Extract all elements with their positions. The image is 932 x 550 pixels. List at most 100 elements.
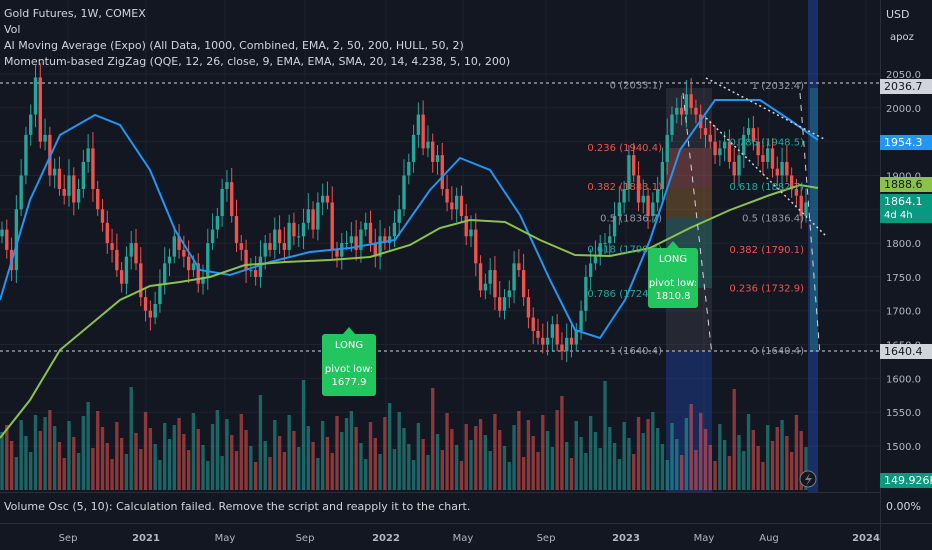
candle-body	[416, 114, 421, 135]
candle-body	[526, 297, 531, 318]
volume-bar	[273, 420, 277, 490]
fib-right-label-4: 0.382 (1790.1)	[729, 245, 804, 256]
candle-body	[373, 243, 377, 257]
long-signal-value: 1677.9	[332, 377, 367, 388]
price-tick-label: 1900.0	[886, 171, 921, 182]
volume-bar	[9, 441, 14, 490]
volume-bar	[617, 459, 622, 490]
candle-body	[43, 134, 47, 142]
volume-bar	[478, 419, 483, 490]
candle-body	[191, 263, 196, 271]
vertical-highlight-right	[808, 0, 818, 492]
candle-body	[182, 249, 186, 257]
candle-body	[234, 216, 239, 244]
candle-body	[220, 188, 224, 217]
candle-body	[115, 249, 119, 271]
volume-bar	[588, 416, 593, 490]
time-tick-label: Sep	[296, 533, 315, 544]
volume-bar	[718, 424, 722, 490]
high-price-tag: 2036.7	[880, 79, 932, 94]
volume-bar	[287, 415, 291, 490]
fib-right-label-6: 0 (1640.4)	[752, 346, 804, 357]
volume-bar	[521, 457, 526, 490]
candle-body	[397, 209, 401, 223]
price-tick-label: 1700.0	[886, 307, 921, 318]
volume-bar	[598, 448, 602, 490]
candle-body	[727, 141, 732, 162]
legend-ma[interactable]: AI Moving Average (Expo) (All Data, 1000…	[4, 39, 464, 52]
pane-separator[interactable]	[0, 492, 880, 493]
volume-bar	[488, 451, 492, 490]
volume-bar	[110, 459, 114, 490]
candle-body	[541, 337, 545, 345]
volume-bar	[411, 460, 416, 490]
candle-body	[440, 155, 444, 189]
candle-body	[52, 168, 57, 176]
price-tick-label: 1550.0	[886, 408, 921, 419]
volume-bar	[167, 439, 172, 490]
candle-body	[794, 188, 799, 196]
volume-bar	[172, 425, 176, 490]
volume-bar	[33, 415, 38, 490]
candle-body	[153, 303, 157, 318]
volume-bar	[124, 454, 129, 490]
candle-body	[320, 195, 325, 203]
volume-bar	[301, 380, 306, 490]
volume-bar	[96, 411, 100, 490]
volume-bar	[574, 421, 578, 490]
fib-band-orange	[666, 188, 712, 218]
candle-body	[330, 202, 334, 250]
ma-slow-line	[0, 183, 819, 439]
volume-bar	[330, 453, 334, 490]
candle-body	[76, 188, 81, 203]
volume-bar	[780, 420, 784, 490]
legend-symbol[interactable]: Gold Futures, 1W, COMEX	[4, 7, 146, 20]
volume-bar	[459, 461, 464, 490]
volume-bar	[737, 435, 741, 490]
volume-bar	[426, 455, 430, 490]
volume-bar	[177, 418, 181, 490]
candle-body	[450, 202, 454, 210]
candle-body	[785, 161, 789, 176]
volume-bar	[340, 432, 344, 490]
candle-body	[746, 128, 751, 135]
candle-body	[421, 114, 425, 149]
candle-body	[143, 297, 148, 311]
volume-bar	[100, 427, 105, 490]
auto-scale-button[interactable]: apoz	[890, 32, 914, 43]
candle-body	[536, 331, 540, 338]
time-tick-label: May	[694, 533, 715, 544]
candle-body	[387, 236, 392, 244]
candle-body	[196, 263, 200, 284]
candle-body	[761, 155, 765, 162]
volume-bar	[431, 388, 435, 490]
volume-bar	[201, 445, 205, 490]
last-price-tag: 1864.1	[880, 194, 932, 209]
volume-bar	[756, 446, 760, 490]
legend-zigzag[interactable]: Momentum-based ZigZag (QQE, 12, 26, clos…	[4, 55, 511, 68]
volume-bar	[632, 454, 636, 490]
low-price-tag: 1640.4	[880, 344, 932, 359]
volume-bar	[119, 438, 124, 490]
volume-bar	[129, 387, 133, 490]
volume-bar	[416, 423, 421, 490]
volume-bar	[143, 412, 148, 490]
candle-body	[33, 77, 38, 115]
volume-bar	[292, 431, 296, 490]
volume-bar	[545, 431, 550, 490]
candle-body	[316, 202, 320, 230]
candle-body	[593, 256, 598, 264]
candle-body	[359, 229, 363, 250]
currency-label[interactable]: USD	[886, 8, 910, 21]
candle-body	[301, 222, 306, 237]
legend-vol[interactable]: Vol	[4, 23, 21, 36]
volume-bar	[766, 425, 770, 490]
volume-bar	[703, 429, 708, 490]
volume-bar	[555, 410, 559, 490]
long-signal-title: LONG	[335, 340, 363, 351]
time-axis-separator	[0, 523, 932, 524]
volume-bar	[612, 443, 617, 490]
volume-bar	[421, 439, 425, 490]
volume-bar	[407, 444, 411, 490]
